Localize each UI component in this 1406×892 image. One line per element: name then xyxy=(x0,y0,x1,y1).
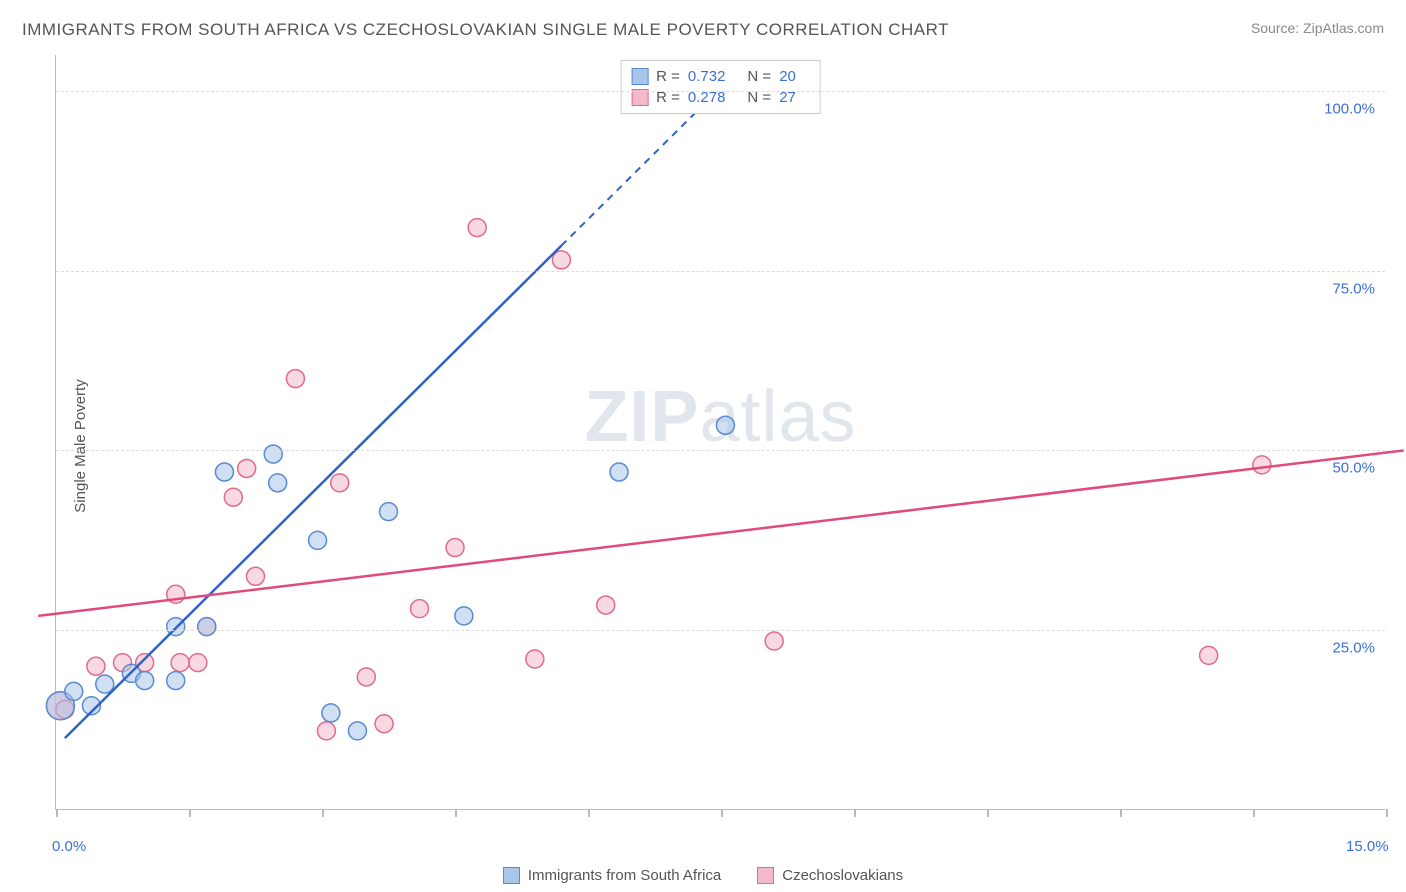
scatter-point xyxy=(96,675,114,693)
y-tick-label: 50.0% xyxy=(1332,460,1375,477)
legend-series-item: Czechoslovakians xyxy=(757,867,903,884)
scatter-point xyxy=(765,632,783,650)
scatter-point xyxy=(198,618,216,636)
chart-svg xyxy=(56,55,1385,809)
scatter-point xyxy=(224,488,242,506)
gridline-h xyxy=(56,450,1385,451)
scatter-point xyxy=(87,657,105,675)
legend-series-item: Immigrants from South Africa xyxy=(503,867,721,884)
scatter-point xyxy=(309,531,327,549)
scatter-point xyxy=(468,219,486,237)
trend-line xyxy=(65,246,562,738)
x-tick-mark xyxy=(56,809,58,817)
scatter-point xyxy=(238,459,256,477)
legend-r-label: R = xyxy=(656,68,680,85)
gridline-h xyxy=(56,271,1385,272)
scatter-point xyxy=(597,596,615,614)
legend-swatch xyxy=(757,867,774,884)
scatter-point xyxy=(348,722,366,740)
scatter-point xyxy=(455,607,473,625)
x-tick-mark xyxy=(588,809,590,817)
scatter-point xyxy=(215,463,233,481)
scatter-point xyxy=(189,654,207,672)
gridline-h xyxy=(56,630,1385,631)
legend-swatch xyxy=(631,68,648,85)
scatter-point xyxy=(322,704,340,722)
y-tick-label: 100.0% xyxy=(1324,100,1375,117)
scatter-point xyxy=(526,650,544,668)
scatter-point xyxy=(167,672,185,690)
scatter-point xyxy=(247,567,265,585)
x-tick-mark xyxy=(189,809,191,817)
chart-title: IMMIGRANTS FROM SOUTH AFRICA VS CZECHOSL… xyxy=(22,20,949,40)
x-tick-mark xyxy=(1253,809,1255,817)
scatter-point xyxy=(716,416,734,434)
x-tick-mark xyxy=(1386,809,1388,817)
scatter-point xyxy=(357,668,375,686)
scatter-point xyxy=(317,722,335,740)
legend-r-value: 0.732 xyxy=(688,68,726,85)
scatter-point xyxy=(610,463,628,481)
scatter-point xyxy=(1253,456,1271,474)
legend-swatch xyxy=(503,867,520,884)
source-attribution: Source: ZipAtlas.com xyxy=(1251,20,1384,36)
scatter-point xyxy=(269,474,287,492)
legend-correlation: R =0.732N =20R =0.278N =27 xyxy=(620,60,821,114)
scatter-point xyxy=(411,600,429,618)
x-tick-mark xyxy=(987,809,989,817)
legend-series: Immigrants from South Africa Czechoslovak… xyxy=(0,867,1406,884)
x-tick-mark xyxy=(1120,809,1122,817)
gridline-h xyxy=(56,91,1385,92)
scatter-point xyxy=(136,672,154,690)
plot-area: ZIPatlas R =0.732N =20R =0.278N =27 25.0… xyxy=(55,55,1385,810)
legend-series-label: Czechoslovakians xyxy=(782,867,903,884)
x-tick-label: 0.0% xyxy=(52,838,86,855)
legend-n-value: 20 xyxy=(779,68,796,85)
scatter-point xyxy=(171,654,189,672)
scatter-point xyxy=(446,539,464,557)
x-tick-label: 15.0% xyxy=(1346,838,1389,855)
scatter-point xyxy=(1200,646,1218,664)
x-tick-mark xyxy=(721,809,723,817)
scatter-point xyxy=(264,445,282,463)
x-tick-mark xyxy=(854,809,856,817)
scatter-point xyxy=(331,474,349,492)
scatter-point xyxy=(375,715,393,733)
legend-series-label: Immigrants from South Africa xyxy=(528,867,721,884)
y-tick-label: 25.0% xyxy=(1332,640,1375,657)
scatter-point xyxy=(286,370,304,388)
y-tick-label: 75.0% xyxy=(1332,280,1375,297)
scatter-point xyxy=(380,503,398,521)
scatter-point xyxy=(65,682,83,700)
x-tick-mark xyxy=(322,809,324,817)
legend-correlation-row: R = 0.732 N = 20 xyxy=(631,66,810,87)
legend-n-label: N = xyxy=(747,68,771,85)
x-tick-mark xyxy=(455,809,457,817)
